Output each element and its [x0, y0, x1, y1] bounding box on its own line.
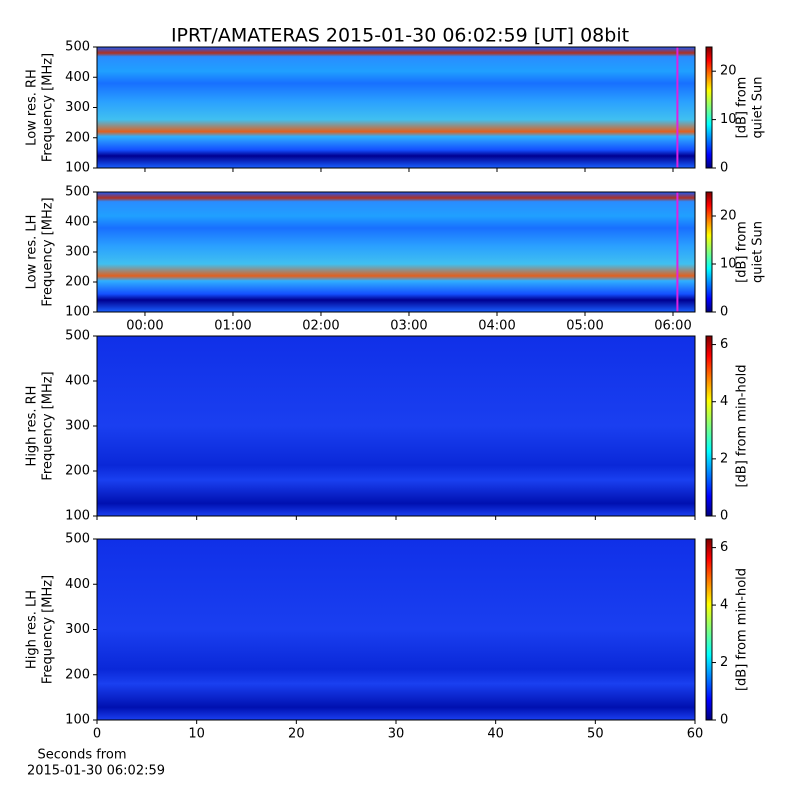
colorbar-tick-label: 2: [720, 451, 728, 466]
x-tick-label: 01:00: [214, 319, 251, 334]
colorbar-label: [dB] from: [735, 221, 750, 283]
colorbar-label: quiet Sun: [751, 76, 766, 138]
y-tick-label: 200: [65, 667, 90, 682]
y-axis-label: High res. RH: [25, 386, 40, 467]
x-tick-label: 02:00: [302, 319, 339, 334]
y-tick-label: 100: [65, 509, 90, 524]
x-tick-label: 50: [587, 727, 604, 742]
x-tick-label: 05:00: [566, 319, 603, 334]
x-tick-label: 00:00: [126, 319, 163, 334]
y-axis-label: Low res. RH: [25, 69, 40, 146]
colorbar-tick-label: 2: [720, 655, 728, 670]
colorbar-tick-label: 20: [720, 209, 737, 224]
y-tick-label: 500: [65, 329, 90, 344]
y-axis-label: High res. LH: [25, 590, 40, 669]
colorbar-tick-label: 6: [720, 540, 728, 555]
y-axis-label: Low res. LH: [25, 215, 40, 290]
colorbar-label: [dB] from: [735, 77, 750, 139]
x-tick-label: 20: [288, 727, 305, 742]
x-tick-label: 60: [687, 727, 704, 742]
x-axis-label: Seconds from: [37, 748, 126, 763]
y-axis-label: Frequency [MHz]: [41, 371, 56, 480]
colorbar-label: quiet Sun: [751, 221, 766, 283]
y-tick-label: 400: [65, 577, 90, 592]
figure-title: IPRT/AMATERAS 2015-01-30 06:02:59 [UT] 0…: [171, 25, 629, 47]
x-tick-label: 04:00: [478, 319, 515, 334]
y-tick-label: 400: [65, 70, 90, 85]
y-tick-label: 300: [65, 245, 90, 260]
y-tick-label: 300: [65, 419, 90, 434]
x-tick-label: 03:00: [390, 319, 427, 334]
spectrogram: [97, 336, 695, 516]
y-tick-label: 100: [65, 305, 90, 320]
x-tick-label: 40: [487, 727, 504, 742]
colorbar-label: [dB] from min-hold: [735, 364, 750, 487]
colorbar: [705, 335, 713, 517]
spectrogram: [97, 47, 695, 168]
y-tick-label: 500: [65, 40, 90, 55]
colorbar-tick-label: 4: [720, 598, 728, 613]
colorbar-tick-label: 10: [720, 257, 737, 272]
y-tick-label: 100: [65, 713, 90, 728]
colorbar: [705, 191, 713, 313]
y-tick-label: 300: [65, 100, 90, 115]
colorbar: [705, 46, 713, 169]
spectrogram: [97, 192, 695, 312]
x-tick-label: 0: [93, 727, 101, 742]
y-axis-label: Frequency [MHz]: [41, 197, 56, 306]
colorbar-tick-label: 4: [720, 394, 728, 409]
colorbar-tick-label: 0: [720, 161, 728, 176]
colorbar: [705, 538, 713, 721]
colorbar-tick-label: 6: [720, 337, 728, 352]
colorbar-tick-label: 0: [720, 305, 728, 320]
y-tick-label: 500: [65, 532, 90, 547]
spectrogram: [97, 539, 695, 720]
colorbar-tick-label: 0: [720, 509, 728, 524]
x-axis-label: 2015-01-30 06:02:59: [27, 764, 165, 779]
y-tick-label: 200: [65, 464, 90, 479]
y-tick-label: 200: [65, 130, 90, 145]
x-tick-label: 06:00: [654, 319, 691, 334]
colorbar-tick-label: 0: [720, 713, 728, 728]
y-tick-label: 400: [65, 374, 90, 389]
y-tick-label: 200: [65, 275, 90, 290]
y-tick-label: 400: [65, 215, 90, 230]
x-tick-label: 30: [388, 727, 405, 742]
y-tick-label: 300: [65, 622, 90, 637]
y-axis-label: Frequency [MHz]: [41, 575, 56, 684]
y-tick-label: 500: [65, 185, 90, 200]
colorbar-tick-label: 20: [720, 64, 737, 79]
colorbar-label: [dB] from min-hold: [735, 568, 750, 691]
y-tick-label: 100: [65, 161, 90, 176]
x-tick-label: 10: [188, 727, 205, 742]
y-axis-label: Frequency [MHz]: [41, 53, 56, 162]
colorbar-tick-label: 10: [720, 112, 737, 127]
